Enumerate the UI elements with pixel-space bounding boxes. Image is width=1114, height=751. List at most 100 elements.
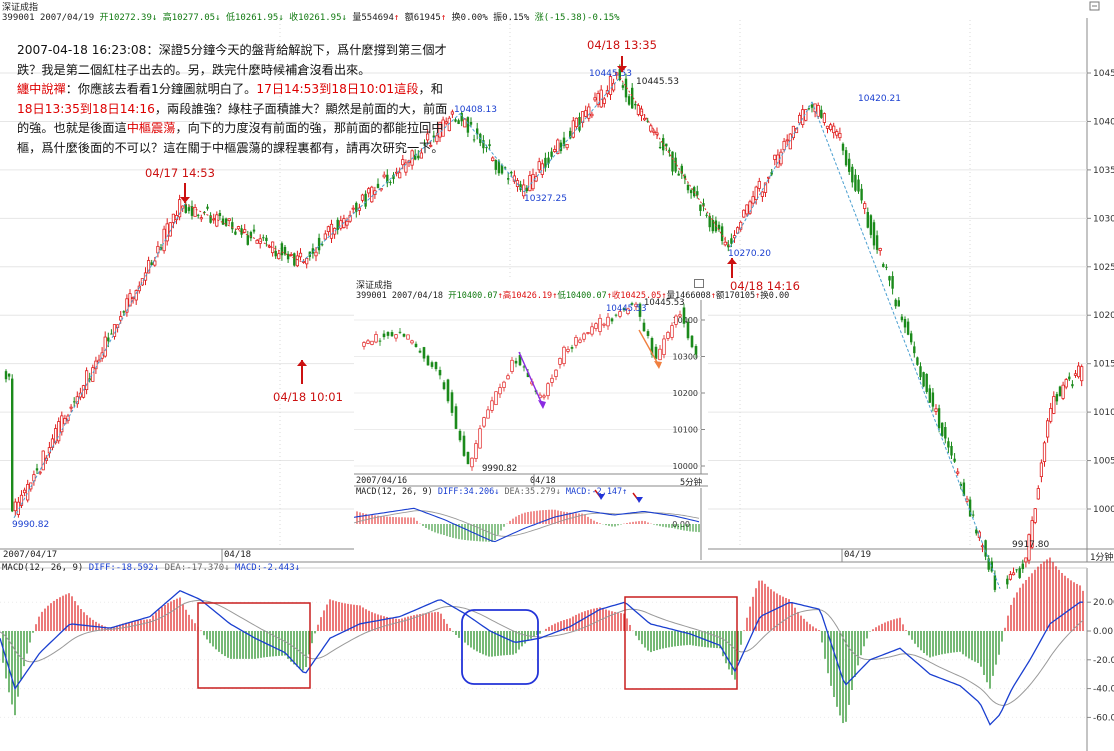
price-candle (26, 484, 30, 501)
zigzag-segment (811, 101, 1001, 589)
inset-price-tick: 10300 (673, 353, 698, 362)
price-tick-label: 10350 (1093, 166, 1114, 176)
header-turnover: 换0.00% (451, 13, 488, 23)
price-candle (590, 113, 594, 117)
price-candle (262, 237, 265, 239)
price-candle (267, 245, 272, 248)
inset-turnover: 换0.00 (760, 291, 790, 301)
price-candle (763, 182, 768, 193)
inset-candle (410, 340, 414, 344)
price-candle (875, 235, 879, 250)
price-candle (720, 226, 724, 242)
macd-tick-label: 20.00 (1093, 598, 1114, 608)
price-candle (941, 422, 944, 436)
price-candle (801, 109, 805, 125)
inset-candle (594, 323, 598, 329)
price-candle (246, 235, 249, 245)
note-segment-1: 17日14:53到18日10:01這段 (256, 82, 419, 96)
price-candle (100, 352, 104, 359)
inset-candle (634, 303, 638, 307)
inset-candle (402, 333, 406, 337)
price-candle (345, 220, 349, 226)
header-amount: 额61945 (404, 13, 441, 23)
price-candle (277, 253, 281, 260)
price-label: 10420.21 (858, 94, 901, 104)
price-candle (531, 174, 535, 190)
price-candle (727, 244, 730, 248)
price-candle (1064, 379, 1068, 388)
inset-candle (674, 315, 678, 325)
note-line-5a: 的強。也就是後面這 (17, 121, 127, 135)
price-candle (1068, 376, 1071, 380)
price-candle (146, 260, 151, 274)
price-label: 9990.82 (12, 520, 49, 530)
inset-marker-icon (598, 494, 605, 500)
price-candle (631, 87, 634, 109)
price-candle (376, 183, 380, 189)
price-candle (348, 214, 352, 222)
price-candle (512, 175, 517, 182)
price-candle (900, 316, 904, 321)
price-candle (1008, 574, 1013, 580)
inset-candle (462, 435, 466, 456)
price-candle (103, 336, 107, 357)
price-candle (1049, 408, 1053, 422)
price-candle (832, 125, 836, 134)
price-candle (255, 240, 259, 244)
price-candle (975, 529, 978, 534)
price-candle (525, 187, 528, 192)
inset-candle (458, 430, 462, 441)
price-candle (829, 124, 833, 130)
price-candle (1036, 488, 1040, 500)
price-candle (723, 241, 727, 246)
price-label: 10327.25 (524, 194, 567, 204)
price-tick-label: 10300 (1093, 214, 1114, 224)
price-candle (624, 78, 628, 98)
price-tick-label: 10400 (1093, 117, 1114, 127)
inset-price-tick: 10100 (673, 426, 698, 435)
price-candle (903, 319, 907, 328)
price-candle (243, 229, 247, 233)
point-label-c: 04/18 13:35 (587, 38, 657, 52)
inset-candle (510, 359, 514, 372)
inset-maximize-icon[interactable] (694, 279, 704, 288)
price-candle (615, 72, 619, 76)
price-candle (386, 174, 389, 184)
inset-price-label: 10445.53 (606, 304, 647, 314)
macd-name: MACD(12, 26, 9) (2, 563, 84, 573)
price-candle (203, 211, 206, 213)
price-candle (569, 130, 572, 139)
price-candle (977, 531, 982, 538)
inset-candle (494, 391, 498, 406)
price-candle (224, 218, 228, 226)
period-label[interactable]: 1分钟 (1090, 553, 1114, 563)
price-candle (153, 260, 157, 266)
inset-candle (610, 318, 614, 322)
header-amplitude: 振0.15% (493, 13, 530, 23)
inset-arrow-purple (518, 351, 543, 405)
price-candle (75, 396, 79, 405)
header-change: 涨(-15.38)-0.15% (534, 13, 620, 23)
price-candle (258, 238, 262, 244)
inset-candle (654, 346, 658, 359)
price-candle (587, 106, 591, 119)
price-candle (265, 237, 268, 242)
inset-candle (562, 346, 566, 364)
price-candle (94, 360, 98, 370)
macd-tick-label: -20.00 (1093, 656, 1114, 666)
price-candle (776, 154, 780, 168)
inset-candle (574, 337, 578, 346)
header-low: 低10261.95 (225, 13, 279, 23)
price-candle (134, 290, 138, 301)
date-label-0418: 04/18 (224, 550, 252, 560)
price-candle (878, 248, 882, 251)
price-candle (438, 121, 442, 138)
price-candle (562, 137, 566, 146)
arrow-down-icon-head (617, 66, 627, 72)
inset-candle (390, 332, 394, 337)
date-label-0417: 2007/04/17 (3, 550, 58, 560)
arrow-up-icon-head (727, 258, 737, 264)
price-candle (658, 146, 662, 148)
price-candle (891, 276, 894, 289)
price-candle (962, 482, 966, 496)
